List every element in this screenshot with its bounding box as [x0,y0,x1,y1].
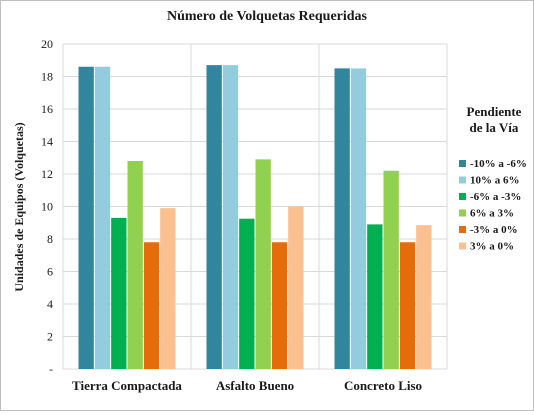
bar-concreto-liso-10pct-a-6pct [350,68,367,369]
bar-tierra-compactada-3pct-a-0pct [143,242,160,369]
bar-tierra-compactada-10pct-a-6pct [94,66,111,369]
bar-concreto-liso-6pct-a-3pct [383,170,399,369]
legend-label: 10% a 6% [470,175,520,187]
bar-concreto-liso-3pct-a-0pct [416,225,432,369]
x-axis-ticks: Tierra Compactada Asfalto Bueno Concreto L… [72,378,422,393]
y-tick-label: 20 [41,37,53,51]
bar-concreto-liso-3pct-a-0pct [399,242,416,369]
legend-swatch [459,193,466,200]
y-tick-label: - [49,362,53,376]
bar-concreto-liso-6pct-a-3pct [367,224,383,369]
bar-asfalto-bueno-3pct-a-0pct [271,242,288,369]
legend-swatch [459,226,466,233]
x-tick-label: Concreto Liso [344,378,422,393]
gridlines [62,43,448,370]
bar-tierra-compactada-10pct-a-6pct [78,66,94,369]
legend-label: 6% a 3% [470,208,514,220]
bar-asfalto-bueno-10pct-a-6pct [222,65,239,369]
legend-swatch [459,209,466,217]
y-axis-ticks: - 2 4 6 8 10 12 14 16 18 20 [41,37,53,376]
y-tick-label: 14 [41,135,53,149]
y-tick-label: 16 [41,102,53,116]
legend-swatch [459,176,466,184]
bar-asfalto-bueno-6pct-a-3pct [255,159,271,369]
bar-asfalto-bueno-6pct-a-3pct [239,218,255,369]
bar-asfalto-bueno-10pct-a-6pct [206,65,222,369]
y-tick-label: 6 [47,265,53,279]
y-tick-label: 12 [41,167,53,181]
y-tick-label: 2 [47,330,53,344]
bars [78,65,432,369]
chart-title: Número de Volquetas Requeridas [167,9,368,24]
y-tick-label: 18 [41,70,53,84]
x-tick-label: Tierra Compactada [72,378,182,393]
y-tick-label: 4 [47,297,53,311]
bar-tierra-compactada-3pct-a-0pct [160,208,176,369]
legend-swatch [459,160,466,167]
bar-asfalto-bueno-3pct-a-0pct [288,206,304,369]
legend-label: -6% a -3% [470,191,521,203]
y-axis-title: Unidades de Equipos (Volquetas) [12,122,26,291]
bar-concreto-liso-10pct-a-6pct [334,68,350,369]
bar-tierra-compactada-6pct-a-3pct [111,217,127,369]
y-tick-label: 8 [47,232,53,246]
legend-swatch [459,242,466,250]
bar-tierra-compactada-6pct-a-3pct [127,161,143,369]
legend-title: Pendiente [467,104,522,119]
legend-title: de la Vía [470,120,519,135]
legend-label: -3% a 0% [470,224,518,236]
x-tick-label: Asfalto Bueno [216,378,294,393]
legend-label: 3% a 0% [470,241,514,253]
legend-label: -10% a -6% [470,158,527,170]
y-tick-label: 10 [41,200,53,214]
